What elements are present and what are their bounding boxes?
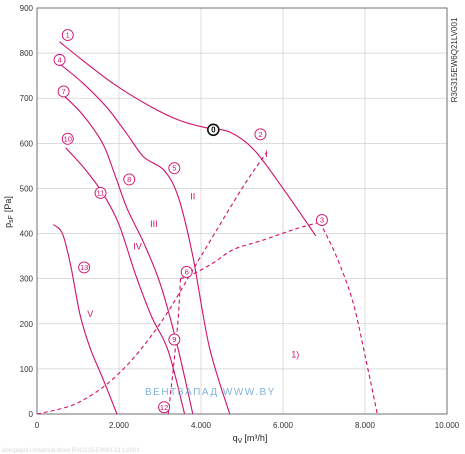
- x-tick-label: 10.000: [435, 421, 460, 430]
- series-line-iii: [167, 278, 182, 415]
- marker-circle: [61, 132, 74, 145]
- marker-label: 3: [320, 216, 324, 225]
- x-tick-label: 8.000: [355, 421, 376, 430]
- x-axis-label: qV [m³/h]: [233, 433, 268, 445]
- marker-label: 11: [97, 189, 105, 198]
- marker-circle: [158, 401, 171, 414]
- y-tick-label: 400: [20, 230, 34, 239]
- marker-6: 6: [180, 265, 193, 278]
- series-line-13: [53, 224, 118, 415]
- marker-1: 1: [61, 29, 74, 42]
- region-label-i: I: [265, 149, 268, 159]
- marker-8: 8: [123, 173, 136, 186]
- marker-label: 8: [127, 175, 131, 184]
- marker-circle: [316, 214, 328, 226]
- footnote: ebmpapst Universal-drive R3G315-EW63-21 …: [2, 448, 140, 454]
- marker-10: 10: [61, 132, 74, 145]
- svg-text:qV[m³/h]: qV [m³/h]: [233, 433, 268, 445]
- x-tick-label: 2.000: [109, 421, 130, 430]
- series-line-7: [61, 93, 194, 415]
- marker-label: 6: [185, 268, 189, 277]
- curves: [36, 41, 378, 415]
- x-tick-label: 6.000: [273, 421, 294, 430]
- marker-4: 4: [53, 53, 66, 66]
- region-label-ii: II: [190, 192, 195, 202]
- marker-circle: [94, 187, 107, 199]
- marker-label: 5: [172, 164, 176, 173]
- marker-2: 2: [254, 128, 267, 141]
- marker-label: 12: [160, 403, 168, 412]
- y-tick-label: 200: [20, 320, 34, 329]
- plot-frame: [36, 7, 448, 415]
- y-tick-label: 600: [20, 139, 34, 148]
- series-line-iv: [319, 222, 378, 415]
- y-tick-label: 0: [29, 410, 34, 419]
- marker-label: 13: [80, 263, 88, 272]
- x-tick-label: 0: [35, 421, 40, 430]
- model-label: R3G315EW6Q21LV001: [450, 17, 459, 102]
- region-label-iv: IV: [133, 241, 142, 251]
- y-axis-label: psF [Pa]: [3, 196, 15, 228]
- marker-7: 7: [57, 85, 70, 98]
- x-axis-label-main: q: [233, 433, 238, 443]
- y-tick-label: 500: [20, 184, 34, 193]
- y-axis-label-sub: sF: [8, 215, 15, 223]
- series-line-1: [59, 41, 317, 237]
- y-axis-label-unit: [Pa]: [3, 196, 13, 212]
- y-tick-label: 800: [20, 49, 34, 58]
- svg-text:psF[Pa]: psF [Pa]: [3, 196, 15, 228]
- x-tick-label: 4.000: [191, 421, 212, 430]
- marker-label: 7: [62, 87, 66, 96]
- marker-label: 4: [57, 55, 61, 64]
- marker-13: 13: [78, 261, 91, 274]
- y-tick-label: 100: [20, 365, 34, 374]
- marker-circle: [168, 333, 181, 346]
- series-line-i: [36, 152, 268, 415]
- axes: [36, 7, 448, 415]
- operating-point: 0: [207, 123, 220, 137]
- x-axis-label-unit: [m³/h]: [244, 433, 267, 443]
- marker-circle: [168, 162, 181, 175]
- marker-circle: [180, 265, 193, 278]
- y-axis-label-main: p: [3, 223, 13, 228]
- curve-markers: 1 4 7 10 11 13 8 5 6 9 12 2 3 0: [53, 29, 328, 414]
- marker-label: 9: [172, 335, 176, 344]
- region-label-v: V: [87, 309, 93, 319]
- marker-11: 11: [94, 187, 107, 199]
- marker-circle: [78, 261, 91, 274]
- tick-labels: 0 2.000 4.000 6.000 8.000 10.0000100200300400…: [20, 4, 460, 430]
- region-label-iii: III: [150, 219, 158, 229]
- y-tick-label: 700: [20, 94, 34, 103]
- series-line-ii: [180, 221, 321, 280]
- series-line-4: [57, 61, 231, 415]
- marker-5: 5: [168, 162, 181, 175]
- series-line-10: [65, 147, 186, 415]
- operating-point-label: 0: [211, 126, 216, 135]
- y-tick-label: 300: [20, 275, 34, 284]
- operating-point-circle: [207, 123, 220, 137]
- grid: [36, 7, 448, 415]
- region-label-1: 1): [291, 350, 299, 360]
- marker-9: 9: [168, 333, 181, 346]
- marker-label: 10: [64, 134, 72, 143]
- watermark: ВЕНТЗАПАД WWW.BY: [145, 387, 276, 398]
- marker-circle: [123, 173, 136, 186]
- marker-3: 3: [316, 214, 328, 226]
- marker-circle: [61, 29, 74, 42]
- marker-circle: [53, 53, 66, 66]
- y-tick-label: 900: [20, 4, 34, 13]
- marker-circle: [254, 128, 267, 141]
- marker-12: 12: [158, 401, 171, 414]
- marker-circle: [57, 85, 70, 98]
- marker-label: 1: [66, 31, 70, 40]
- marker-label: 2: [258, 130, 262, 139]
- x-axis-label-sub: V: [238, 438, 243, 445]
